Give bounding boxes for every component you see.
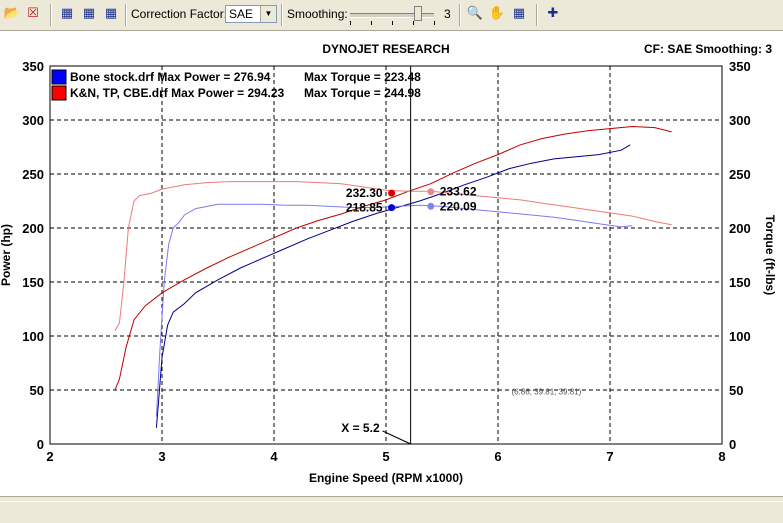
x-tick-label: 2 — [46, 449, 53, 464]
kn-tp-cbe-power-line — [114, 125, 672, 391]
open-folder-icon[interactable]: 📂 — [3, 6, 21, 21]
x-tick-label: 7 — [606, 449, 613, 464]
y-tick-label-left: 0 — [37, 437, 44, 452]
y-tick-label-left: 300 — [22, 113, 44, 128]
x-tick-label: 5 — [382, 449, 389, 464]
x-tick-label: 6 — [494, 449, 501, 464]
cursor-label: X = 5.2 — [341, 421, 380, 435]
grid-view-2-icon[interactable]: ▦ — [82, 6, 96, 21]
toolbar-separator — [281, 4, 283, 26]
legend-torque-label: Max Torque = 244.98 — [304, 86, 421, 100]
crosshair-tool-icon[interactable]: ✚ — [547, 6, 559, 21]
grid-view-1-icon[interactable]: ▦ — [60, 6, 74, 21]
y-tick-label-left: 250 — [22, 167, 44, 182]
hand-tool-icon[interactable]: ✋ — [488, 6, 506, 21]
bone-stock-power-line — [155, 144, 631, 428]
cursor-pointer-line — [382, 430, 411, 445]
legend-torque-label: Max Torque = 223.48 — [304, 70, 421, 84]
cursor: X = 5.2 — [341, 66, 412, 445]
y-tick-label-left: 150 — [22, 275, 44, 290]
y-tick-label-left: 50 — [30, 383, 44, 398]
correction-factor-value: SAE — [229, 7, 254, 21]
slider-track — [350, 13, 434, 18]
marker-dot — [427, 202, 435, 210]
bone-stock-torque-line — [155, 203, 633, 418]
legend-swatch — [51, 85, 67, 101]
coordinate-readout: (6.86; 39.81; 39.81) — [511, 387, 581, 396]
y-tick-label-left: 100 — [22, 329, 44, 344]
legend-label: K&N, TP, CBE.drf Max Power = 294.23 — [70, 86, 285, 100]
marker-dot — [427, 188, 435, 196]
marker-dot — [388, 204, 396, 212]
marker-dot — [388, 189, 396, 197]
smoothing-slider[interactable] — [348, 5, 436, 25]
marker-label: 232.30 — [346, 186, 383, 200]
x-axis-label: Engine Speed (RPM x1000) — [309, 471, 463, 485]
toolbar-separator — [536, 4, 538, 26]
correction-factor-select[interactable]: SAE ▼ — [225, 5, 277, 23]
marker-label: 218.85 — [346, 201, 383, 215]
toolbar: 📂 ☒ ▦ ▦ ▦ Correction Factor: SAE ▼ Smoot… — [0, 0, 783, 31]
legend: Bone stock.drf Max Power = 276.94 Max Tor… — [51, 69, 421, 101]
toolbar-separator — [459, 4, 461, 26]
y-tick-label-right: 350 — [729, 59, 751, 74]
status-bar — [0, 496, 783, 523]
toolbar-separator — [125, 4, 127, 26]
y-tick-label-left: 350 — [22, 59, 44, 74]
marker-label: 220.09 — [440, 199, 477, 213]
kn-tp-cbe-torque-line — [114, 181, 672, 331]
marker-label: 233.62 — [440, 185, 477, 199]
toolbar-separator — [50, 4, 52, 26]
grid — [50, 66, 722, 444]
slider-thumb[interactable] — [414, 6, 422, 21]
y-tick-label-left: 200 — [22, 221, 44, 236]
series — [114, 125, 672, 428]
x-tick-label: 4 — [270, 449, 278, 464]
y-tick-label-right: 300 — [729, 113, 751, 128]
y-tick-label-right: 200 — [729, 221, 751, 236]
y-axis-right-label: Torque (ft-lbs) — [763, 215, 777, 295]
y-tick-label-right: 100 — [729, 329, 751, 344]
correction-factor-label: Correction Factor: — [131, 7, 228, 21]
y-tick-label-right: 0 — [729, 437, 736, 452]
y-tick-label-right: 150 — [729, 275, 751, 290]
chart-title: DYNOJET RESEARCH — [322, 42, 449, 56]
chevron-down-icon[interactable]: ▼ — [260, 6, 276, 22]
chart-settings-text: CF: SAE Smoothing: 3 — [644, 42, 772, 56]
pan-tool-icon[interactable]: ▦ — [512, 6, 526, 21]
x-tick-label: 8 — [718, 449, 725, 464]
zoom-tool-icon[interactable]: 🔍 — [466, 6, 484, 21]
y-axis-left-label: Power (hp) — [0, 224, 13, 286]
legend-swatch — [51, 69, 67, 85]
close-file-icon[interactable]: ☒ — [27, 6, 39, 21]
smoothing-label: Smoothing: — [287, 7, 348, 21]
x-tick-label: 3 — [158, 449, 165, 464]
y-tick-label-right: 250 — [729, 167, 751, 182]
grid-view-3-icon[interactable]: ▦ — [104, 6, 118, 21]
legend-label: Bone stock.drf Max Power = 276.94 — [70, 70, 271, 84]
y-tick-label-right: 50 — [729, 383, 743, 398]
smoothing-value: 3 — [444, 7, 451, 21]
